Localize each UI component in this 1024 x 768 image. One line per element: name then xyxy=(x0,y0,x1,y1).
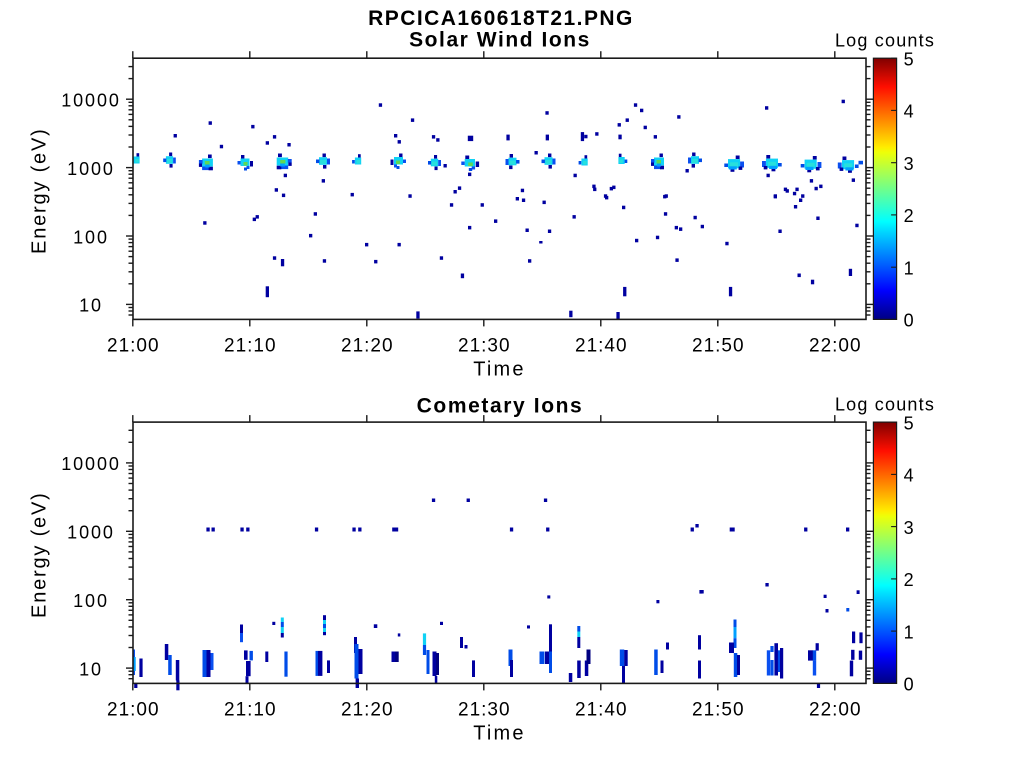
svg-text:21:40: 21:40 xyxy=(575,336,628,357)
svg-text:21:00: 21:00 xyxy=(107,700,160,721)
svg-text:4: 4 xyxy=(904,102,914,122)
svg-text:0: 0 xyxy=(904,311,914,331)
svg-text:Log counts: Log counts xyxy=(835,395,935,415)
svg-text:10: 10 xyxy=(79,296,103,316)
svg-text:10000: 10000 xyxy=(61,454,121,474)
svg-text:5: 5 xyxy=(904,413,914,433)
svg-text:2: 2 xyxy=(904,570,914,590)
svg-text:3: 3 xyxy=(904,154,914,174)
svg-text:21:40: 21:40 xyxy=(575,700,628,721)
svg-text:21:20: 21:20 xyxy=(341,700,394,721)
svg-text:Solar Wind Ions: Solar Wind Ions xyxy=(409,29,591,52)
svg-text:10000: 10000 xyxy=(61,91,121,111)
svg-text:21:30: 21:30 xyxy=(458,700,511,721)
svg-text:Time: Time xyxy=(473,722,526,744)
svg-text:100: 100 xyxy=(73,591,109,611)
svg-text:1000: 1000 xyxy=(67,523,115,543)
svg-text:Cometary Ions: Cometary Ions xyxy=(417,395,584,418)
svg-text:21:20: 21:20 xyxy=(341,336,394,357)
svg-text:1000: 1000 xyxy=(67,159,115,179)
svg-text:2: 2 xyxy=(904,206,914,226)
svg-text:21:10: 21:10 xyxy=(224,700,277,721)
svg-text:Time: Time xyxy=(473,358,526,380)
svg-text:10: 10 xyxy=(79,659,103,679)
svg-text:21:10: 21:10 xyxy=(224,336,277,357)
svg-text:22:00: 22:00 xyxy=(809,336,862,357)
svg-text:21:50: 21:50 xyxy=(692,336,745,357)
svg-text:4: 4 xyxy=(904,466,914,486)
svg-text:0: 0 xyxy=(904,675,914,695)
svg-text:RPCICA160618T21.PNG: RPCICA160618T21.PNG xyxy=(368,7,634,30)
svg-text:21:50: 21:50 xyxy=(692,700,745,721)
svg-text:Energy (eV): Energy (eV) xyxy=(29,491,51,618)
svg-text:1: 1 xyxy=(904,622,914,642)
svg-text:21:30: 21:30 xyxy=(458,336,511,357)
svg-text:3: 3 xyxy=(904,518,914,538)
svg-text:1: 1 xyxy=(904,259,914,279)
svg-text:100: 100 xyxy=(73,227,109,247)
svg-text:Energy (eV): Energy (eV) xyxy=(29,127,51,254)
svg-text:5: 5 xyxy=(904,50,914,70)
svg-text:21:00: 21:00 xyxy=(107,336,160,357)
svg-text:Log counts: Log counts xyxy=(835,31,935,51)
svg-text:22:00: 22:00 xyxy=(809,700,862,721)
